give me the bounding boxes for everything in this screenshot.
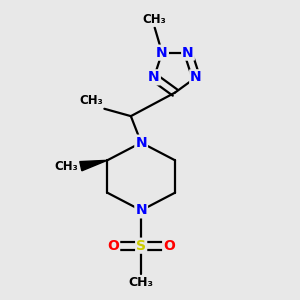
Text: N: N <box>182 46 194 60</box>
Text: O: O <box>163 239 175 253</box>
Polygon shape <box>80 160 107 171</box>
Text: N: N <box>156 46 168 60</box>
Text: S: S <box>136 239 146 253</box>
Text: CH₃: CH₃ <box>54 160 78 173</box>
Text: N: N <box>135 203 147 218</box>
Text: N: N <box>148 70 160 84</box>
Text: CH₃: CH₃ <box>143 13 166 26</box>
Text: CH₃: CH₃ <box>129 276 154 289</box>
Text: N: N <box>135 136 147 150</box>
Text: N: N <box>190 70 202 84</box>
Text: O: O <box>107 239 119 253</box>
Text: CH₃: CH₃ <box>79 94 103 107</box>
